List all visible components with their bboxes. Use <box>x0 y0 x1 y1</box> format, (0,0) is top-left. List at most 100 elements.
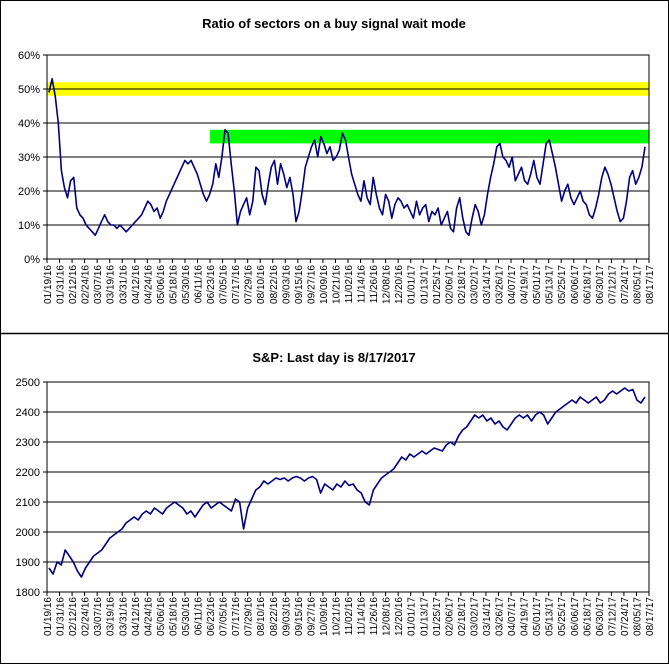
x-tick-label: 02/18/17 <box>457 265 468 304</box>
y-tick-label: 1800 <box>16 587 40 599</box>
y-axis-ticks: 2500 2400 2300 2200 2100 2000 1900 1800 <box>16 377 47 599</box>
x-tick-label: 05/25/17 <box>557 265 568 304</box>
x-tick-label: 10/21/16 <box>331 597 342 636</box>
x-tick-label: 11/26/16 <box>369 265 380 304</box>
chart-sector-ratio: Ratio of sectors on a buy signal wait mo… <box>18 16 656 304</box>
y-tick-label: 10% <box>18 220 40 232</box>
x-tick-label: 06/23/16 <box>206 265 217 304</box>
x-tick-label: 10/09/16 <box>319 597 330 636</box>
x-tick-label: 08/10/16 <box>256 265 267 304</box>
x-tick-label: 03/07/16 <box>93 265 104 304</box>
x-tick-label: 02/24/16 <box>81 265 92 304</box>
x-tick-label: 05/25/17 <box>557 597 568 636</box>
x-tick-label: 05/13/17 <box>545 265 556 304</box>
x-tick-label: 07/24/17 <box>620 597 631 636</box>
x-tick-label: 01/19/16 <box>43 265 54 304</box>
x-tick-label: 08/10/16 <box>256 597 267 636</box>
y-tick-label: 40% <box>18 118 40 130</box>
x-tick-label: 05/01/17 <box>532 597 543 636</box>
x-tick-label: 01/13/17 <box>419 597 430 636</box>
x-tick-label: 05/18/16 <box>168 265 179 304</box>
x-tick-label: 03/26/17 <box>495 265 506 304</box>
x-tick-label: 03/31/16 <box>118 265 129 304</box>
x-tick-label: 04/07/17 <box>507 597 518 636</box>
x-tick-label: 04/24/16 <box>143 265 154 304</box>
x-tick-label: 03/02/17 <box>469 597 480 636</box>
x-tick-label: 09/03/16 <box>281 265 292 304</box>
x-tick-label: 05/30/16 <box>181 597 192 636</box>
x-tick-label: 01/25/17 <box>432 597 443 636</box>
x-tick-label: 07/29/16 <box>244 265 255 304</box>
x-tick-label: 09/27/16 <box>306 265 317 304</box>
x-tick-label: 07/24/17 <box>620 265 631 304</box>
x-tick-label: 04/07/17 <box>507 265 518 304</box>
x-tick-label: 02/12/16 <box>68 265 79 304</box>
x-tick-label: 03/14/17 <box>482 265 493 304</box>
x-tick-label: 03/19/16 <box>106 265 117 304</box>
x-tick-label: 03/19/16 <box>106 597 117 636</box>
x-tick-label: 01/01/17 <box>407 597 418 636</box>
x-tick-label: 06/30/17 <box>595 597 606 636</box>
highlight-band-1 <box>210 129 649 144</box>
x-tick-label: 08/22/16 <box>269 597 280 636</box>
series-line-0 <box>48 387 646 578</box>
series-line-0 <box>48 78 646 236</box>
x-tick-label: 03/26/17 <box>495 597 506 636</box>
chart-sp500: S&P: Last day is 8/17/2017 2500240023002… <box>16 350 656 636</box>
x-tick-label: 04/24/16 <box>143 597 154 636</box>
x-tick-label: 02/24/16 <box>81 597 92 636</box>
x-tick-label: 10/09/16 <box>319 265 330 304</box>
x-tick-label: 01/31/16 <box>56 597 67 636</box>
x-tick-label: 08/17/17 <box>645 265 656 304</box>
y-tick-label: 2100 <box>16 497 40 509</box>
x-tick-label: 08/05/17 <box>632 265 643 304</box>
x-tick-label: 03/31/16 <box>118 597 129 636</box>
x-tick-label: 09/03/16 <box>281 597 292 636</box>
chart-title: S&P: Last day is 8/17/2017 <box>252 350 415 365</box>
x-tick-label: 02/18/17 <box>457 597 468 636</box>
x-tick-label: 01/01/17 <box>407 265 418 304</box>
x-tick-label: 04/19/17 <box>520 597 531 636</box>
x-tick-label: 10/21/16 <box>331 265 342 304</box>
grid-lines <box>47 411 649 563</box>
x-tick-label: 07/12/17 <box>607 597 618 636</box>
x-tick-label: 05/30/16 <box>181 265 192 304</box>
x-tick-label: 09/27/16 <box>306 597 317 636</box>
x-tick-label: 07/17/16 <box>231 265 242 304</box>
x-axis-ticks: 01/19/16 01/31/16 02/12/16 02/24/16 03/07/16… <box>43 592 656 636</box>
x-tick-label: 06/18/17 <box>582 265 593 304</box>
x-tick-label: 11/14/16 <box>357 597 368 636</box>
plot-area-border <box>46 381 650 593</box>
y-tick-label: 1900 <box>16 557 40 569</box>
y-tick-label: 2300 <box>16 437 40 449</box>
x-tick-label: 11/14/16 <box>357 265 368 304</box>
series-group <box>48 78 646 236</box>
chart-title: Ratio of sectors on a buy signal wait mo… <box>202 16 466 31</box>
series-group <box>48 387 646 578</box>
x-tick-label: 11/02/16 <box>344 265 355 304</box>
x-tick-label: 04/12/16 <box>131 265 142 304</box>
x-tick-label: 12/20/16 <box>394 597 405 636</box>
x-tick-label: 07/29/16 <box>244 597 255 636</box>
x-tick-label: 06/11/16 <box>194 265 205 304</box>
x-tick-label: 01/31/16 <box>56 265 67 304</box>
x-tick-label: 01/25/17 <box>432 265 443 304</box>
x-tick-label: 06/30/17 <box>595 265 606 304</box>
y-tick-label: 30% <box>18 152 40 164</box>
x-tick-label: 05/13/17 <box>545 597 556 636</box>
x-tick-label: 08/22/16 <box>269 265 280 304</box>
x-tick-label: 12/20/16 <box>394 265 405 304</box>
x-tick-label: 06/06/17 <box>570 265 581 304</box>
x-tick-label: 06/18/17 <box>582 597 593 636</box>
x-tick-label: 07/05/16 <box>219 597 230 636</box>
y-tick-label: 2000 <box>16 527 40 539</box>
x-tick-label: 04/12/16 <box>131 597 142 636</box>
x-tick-label: 05/06/16 <box>156 597 167 636</box>
y-axis-ticks: 60% 50% 40% 30% 20% 10% 0% <box>18 50 47 266</box>
y-tick-label: 0% <box>24 254 40 266</box>
x-tick-label: 05/18/16 <box>168 597 179 636</box>
x-tick-label: 05/06/16 <box>156 265 167 304</box>
x-tick-label: 05/01/17 <box>532 265 543 304</box>
x-tick-label: 04/19/17 <box>520 265 531 304</box>
